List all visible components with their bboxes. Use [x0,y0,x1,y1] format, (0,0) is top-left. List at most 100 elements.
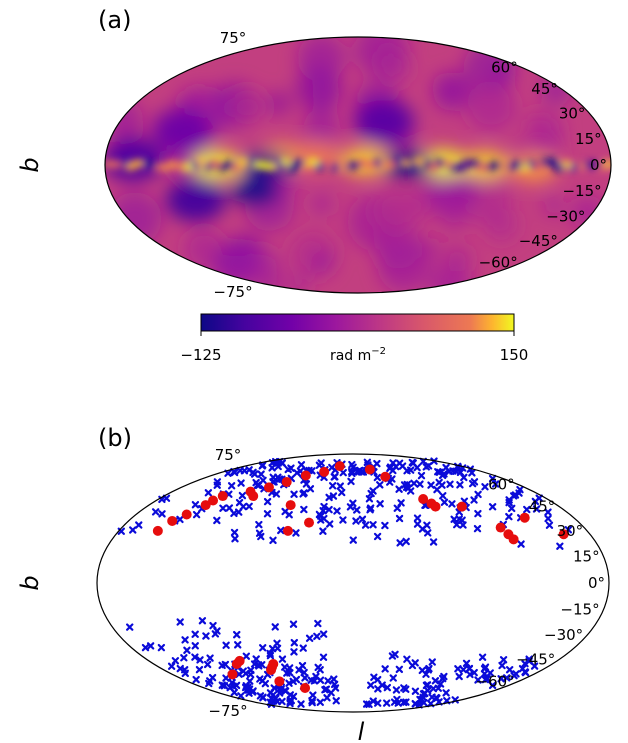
blue-cross-point [502,674,511,682]
map-patch [377,51,411,86]
blue-cross-point [239,502,247,511]
blue-cross-point [438,481,446,489]
blue-cross-point [505,666,514,674]
colorbar-max-label: 150 [500,346,529,364]
panel-a-lat-tick-label: −30° [546,208,585,226]
blue-cross-point [423,681,432,689]
blue-cross-point [346,503,355,511]
blue-cross-point [278,655,287,663]
blue-cross-point [452,520,461,529]
blue-cross-point [417,471,426,480]
blue-cross-point [271,623,279,631]
map-patch [108,192,162,246]
blue-cross-point [233,630,241,639]
blue-cross-point [220,681,229,690]
blue-cross-point [286,691,294,699]
blue-cross-point [434,468,442,476]
panel-b-lat-tick-label: −75° [208,702,247,720]
blue-cross-point [171,657,180,665]
blue-cross-point [404,484,413,492]
red-dot-point [558,529,569,540]
blue-cross-point [319,630,328,638]
blue-cross-point [305,634,314,643]
blue-cross-point [232,681,241,690]
blue-cross-point [455,672,463,681]
blue-cross-point [505,512,513,521]
map-feature [105,137,164,182]
red-dot-point [268,658,279,669]
blue-cross-point [180,654,188,662]
blue-cross-point [290,490,298,498]
blue-cross-point [320,514,328,523]
blue-cross-point [446,480,454,488]
blue-cross-point [349,536,357,544]
blue-cross-point [373,532,382,541]
blue-cross-point [339,468,347,477]
blue-cross-point [313,632,321,641]
blue-cross-point [439,674,447,683]
panel-b-map-background [97,454,609,712]
blue-cross-point [373,473,382,482]
blue-cross-point [397,499,405,507]
map-patch [183,228,225,270]
panel-a-label: (a) [98,6,131,34]
blue-cross-point [297,700,305,708]
map-patch [436,196,471,231]
panel-a-lat-tick-label: 0° [590,156,607,174]
map-patch [303,108,341,145]
blue-cross-point [448,500,456,508]
blue-cross-point [376,500,384,508]
red-dot-point [285,500,296,511]
blue-cross-point [157,643,166,652]
panel-a-lat-tick-label: 45° [531,80,558,98]
blue-cross-point [402,698,410,706]
blue-cross-point [255,529,264,537]
blue-cross-point [373,459,381,468]
blue-cross-point [246,677,254,685]
blue-cross-point [245,502,253,511]
blue-cross-point [227,482,236,490]
blue-cross-point [424,666,432,674]
rm-sky-map [105,37,611,293]
blue-cross-point [268,464,276,472]
blue-cross-point [192,675,200,684]
blue-cross-point [316,666,324,674]
map-feature [230,177,279,206]
blue-cross-point [459,665,468,674]
blue-cross-point [202,632,210,640]
blue-cross-point [277,526,285,535]
red-dot-point [274,676,285,687]
blue-cross-point [176,515,184,524]
blue-cross-point [392,686,401,694]
blue-cross-point [230,688,238,697]
blue-cross-point [393,504,402,512]
panel-a-lat-tick-label: −15° [562,182,601,200]
colorbar-unit: rad m [330,348,371,364]
blue-cross-point [381,665,389,673]
blue-cross-point [473,524,482,533]
blue-cross-point [316,676,325,684]
blue-cross-point [316,698,324,706]
panel-b-x-axis-label: l [358,718,365,743]
blue-cross-point [254,481,263,490]
map-patch [524,112,548,136]
blue-cross-point [480,670,489,678]
blue-cross-point [383,683,392,692]
blue-cross-point [255,662,263,670]
plane-cell [292,159,305,168]
blue-cross-point [213,478,222,486]
blue-cross-point [460,473,468,482]
red-dot-point [217,491,228,502]
red-dot-point [227,669,238,680]
blue-cross-point [361,521,370,529]
blue-cross-point [281,663,289,671]
blue-cross-point [219,504,227,512]
panel-b-y-axis-label: b [16,575,44,590]
blue-cross-point [497,675,505,683]
blue-cross-point [411,659,419,667]
blue-cross-point [442,689,450,697]
blue-cross-point [213,516,221,525]
blue-cross-point [326,520,334,528]
galactic-plane-structure [105,157,611,173]
map-patch [312,80,340,108]
